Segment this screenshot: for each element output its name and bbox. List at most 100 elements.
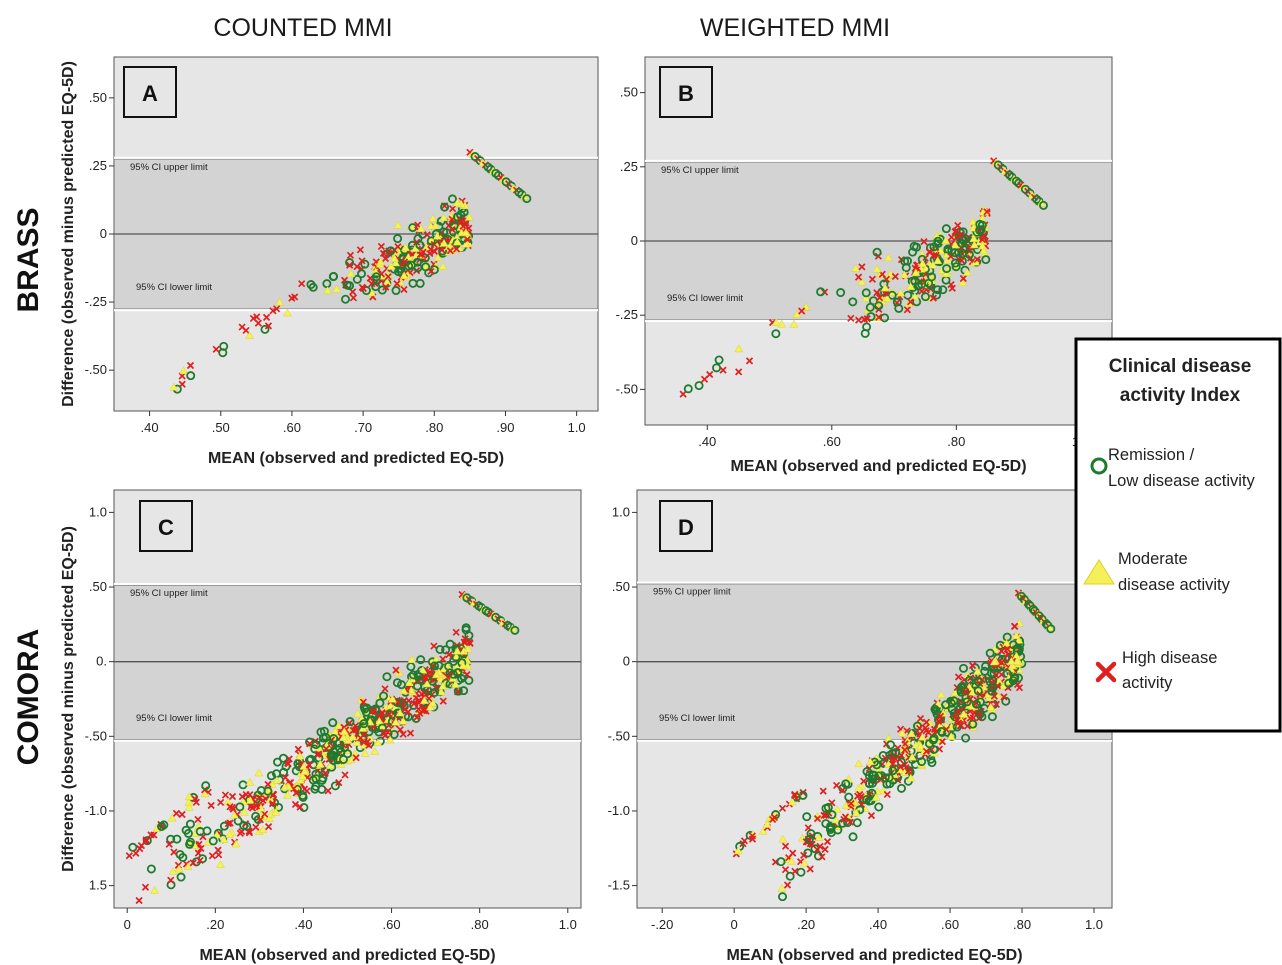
- panel-c-high-point: [291, 800, 300, 809]
- panel-d-ytick-label: -1.0: [608, 803, 630, 818]
- panel-c-remission-point: [427, 676, 437, 686]
- panel-c-x-axis-label: MEAN (observed and predicted EQ-5D): [199, 947, 495, 964]
- panel-a-high-point: [381, 254, 390, 263]
- panel-c-remission-point: [219, 821, 229, 831]
- panel-c-moderate-point: [174, 864, 184, 873]
- panel-b-remission-point: [1005, 170, 1015, 180]
- panel-b-high-point: [798, 307, 806, 315]
- panel-d-remission-point: [958, 663, 968, 673]
- panel-c-moderate-point: [280, 782, 290, 791]
- panel-d-moderate-point: [1014, 635, 1024, 644]
- row-header-brass: BRASS: [12, 207, 45, 312]
- panel-d-x-axis-label: MEAN (observed and predicted EQ-5D): [726, 947, 1022, 964]
- panel-a-remission-point: [412, 257, 422, 267]
- panel-a-letter-box: [123, 66, 177, 118]
- panel-d-remission-point: [874, 802, 884, 812]
- panel-d-ytick-label: .50: [612, 579, 630, 594]
- panel-c-high-point: [281, 773, 289, 782]
- panel-c-upper-limit-label: 95% CI upper limit: [130, 588, 208, 599]
- panel-b-remission-point: [920, 292, 930, 302]
- panel-c-remission-point: [239, 821, 249, 831]
- panel-d-moderate-point: [787, 797, 797, 806]
- panel-b-remission-point: [872, 247, 882, 257]
- panel-d-moderate-point: [906, 773, 916, 782]
- panel-a-moderate-point: [393, 220, 403, 229]
- panel-c-remission-point: [406, 662, 416, 672]
- panel-c-remission-point: [510, 625, 520, 635]
- panel-a-remission-point: [377, 285, 387, 295]
- panel-c-moderate-point: [360, 748, 370, 757]
- panel-d-moderate-point: [916, 741, 926, 750]
- panel-b-xtick-label: .40: [698, 434, 716, 449]
- panel-b-moderate-point: [941, 236, 951, 245]
- panel-c-high-point: [392, 666, 400, 674]
- panel-b-remission-point: [848, 297, 858, 307]
- panel-b-high-point: [957, 231, 965, 239]
- panel-b: 95% CI upper limit 95% CI lower limit .40.…: [616, 56, 1113, 475]
- panel-a-high-point: [427, 245, 435, 254]
- panel-a-moderate-point: [452, 198, 462, 207]
- panel-d-xtick-label: 0: [731, 917, 738, 932]
- panel-c-high-point: [418, 690, 426, 698]
- panel-c-ytick-label: .50: [89, 579, 107, 594]
- panel-c-moderate-point: [183, 862, 193, 871]
- panel-c-high-point: [465, 638, 474, 646]
- panel-c: 95% CI upper limit 95% CI lower limit 0 .20…: [60, 489, 582, 964]
- row-header-comora: COMORA: [12, 629, 45, 766]
- panel-b-remission-point: [683, 384, 693, 394]
- panel-b-remission-point: [950, 248, 960, 258]
- panel-b-remission-point: [933, 285, 943, 295]
- panel-a-high-point: [419, 248, 427, 256]
- panel-d-moderate-point: [1002, 639, 1011, 647]
- panel-c-high-point: [170, 848, 178, 856]
- panel-a-moderate-point: [169, 382, 179, 391]
- panel-c-high-point: [268, 800, 277, 808]
- panel-a-remission-point: [408, 278, 418, 288]
- panel-d-remission-point: [947, 704, 957, 714]
- panel-a-high-point: [449, 205, 457, 213]
- panel-b-moderate-point: [911, 268, 921, 277]
- panel-d-points: [732, 589, 1056, 902]
- panel-c-high-point: [401, 705, 409, 713]
- panel-d-high-point: [770, 813, 779, 822]
- panel-c-remission-point: [329, 734, 339, 744]
- legend-moderate-line1: Moderate: [1118, 550, 1188, 568]
- panel-c-remission-point: [185, 819, 195, 829]
- panel-c-moderate-point: [334, 721, 343, 730]
- panel-c-remission-point: [411, 713, 421, 723]
- panel-d-moderate-point: [777, 883, 787, 892]
- panel-b-remission-point: [951, 262, 961, 272]
- panel-b-remission-point: [932, 290, 942, 300]
- panel-d-remission-point: [961, 733, 971, 743]
- panel-b-moderate-point: [910, 292, 920, 301]
- panel-a-ytick-label: .50: [89, 90, 107, 105]
- panel-c-remission-point: [202, 826, 212, 836]
- panel-c-moderate-point: [258, 825, 268, 834]
- panel-c-moderate-point: [370, 747, 380, 755]
- panel-d-xtick-label: -.20: [651, 917, 673, 932]
- panel-b-high-point: [973, 255, 981, 264]
- panel-d-remission-point: [1046, 624, 1056, 634]
- panel-c-high-point: [335, 778, 343, 787]
- panel-c-high-point: [439, 655, 447, 663]
- panel-c-high-point: [396, 726, 404, 734]
- panel-a-remission-point: [341, 294, 351, 304]
- panel-c-moderate-point: [229, 810, 239, 819]
- panel-a-moderate-point: [426, 221, 436, 230]
- panel-c-high-point: [359, 698, 368, 706]
- panel-b-moderate-point: [933, 256, 943, 265]
- panel-c-moderate-point: [388, 694, 398, 703]
- panel-c-moderate-point: [219, 835, 229, 843]
- panel-d-high-point: [889, 760, 897, 768]
- panel-d-remission-point: [962, 697, 972, 707]
- panel-c-remission-point: [266, 771, 276, 781]
- panel-d-moderate-point: [851, 808, 861, 817]
- panel-b-xtick-label: .60: [823, 434, 841, 449]
- panel-c-high-point: [378, 709, 386, 717]
- panel-a-moderate-point: [346, 269, 356, 278]
- panel-d-high-point: [922, 718, 930, 726]
- panel-d-high-point: [904, 767, 913, 775]
- panel-b-moderate-point: [771, 318, 781, 326]
- panel-d-high-point: [992, 700, 1000, 708]
- panel-c-remission-point: [233, 816, 243, 826]
